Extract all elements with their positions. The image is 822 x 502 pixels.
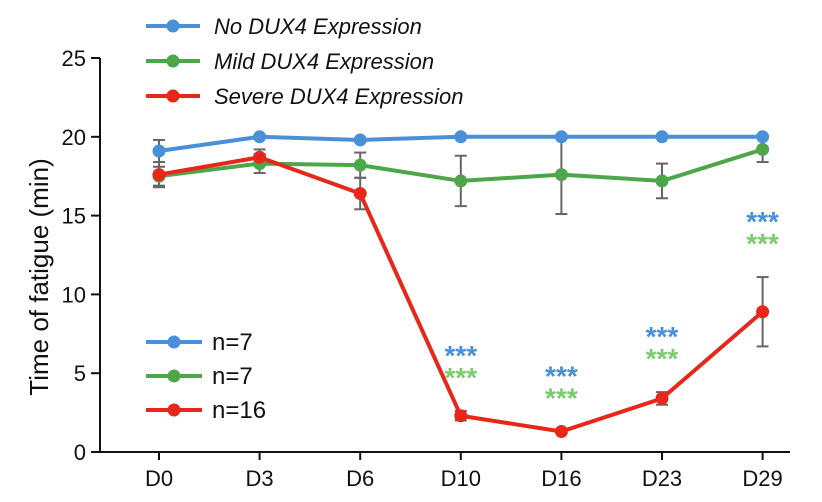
data-point xyxy=(554,425,568,439)
data-point xyxy=(353,133,367,147)
x-tick-label: D0 xyxy=(145,466,173,491)
y-axis-label: Time of fatigue (min) xyxy=(24,158,54,395)
legend-marker xyxy=(166,89,180,103)
y-tick-label: 10 xyxy=(62,282,86,307)
data-point xyxy=(756,305,770,319)
data-point xyxy=(454,130,468,144)
significance-marker: *** xyxy=(746,228,779,259)
axes: 0 5 10 15 20 25 D0 D3 D6 D10 D16 D23 D29 Time of fati… xyxy=(24,46,790,491)
legend-n-label: n=7 xyxy=(212,329,253,356)
legend-label: No DUX4 Expression xyxy=(214,14,422,39)
y-tick-label: 20 xyxy=(62,125,86,150)
data-point xyxy=(655,174,669,188)
significance-marker: *** xyxy=(444,340,477,371)
data-point xyxy=(253,150,267,164)
significance-annotations: ****** ****************** xyxy=(444,206,779,413)
data-point xyxy=(353,187,367,201)
y-tick-label: 0 xyxy=(74,440,86,465)
legend-marker xyxy=(166,54,180,68)
significance-marker: *** xyxy=(646,343,679,374)
data-point xyxy=(554,168,568,182)
legend-n: n=7 n=7 n=16 xyxy=(146,329,266,424)
legend-n-marker xyxy=(167,403,181,417)
data-point xyxy=(454,174,468,188)
significance-marker: *** xyxy=(444,362,477,393)
legend-n-label: n=7 xyxy=(212,363,253,390)
x-tick-label: D16 xyxy=(541,466,581,491)
significance-marker: *** xyxy=(646,321,679,352)
significance-marker: *** xyxy=(545,383,578,414)
series-points xyxy=(152,130,770,439)
legend-n-marker xyxy=(167,335,181,349)
data-point xyxy=(253,130,267,144)
data-point xyxy=(655,391,669,405)
y-tick-label: 25 xyxy=(62,46,86,71)
x-tick-label: D3 xyxy=(246,466,274,491)
data-point xyxy=(756,130,770,144)
data-point xyxy=(756,142,770,156)
legend-n-label: n=16 xyxy=(212,397,266,424)
y-tick-label: 15 xyxy=(62,204,86,229)
data-point xyxy=(152,168,166,182)
x-tick-label: D10 xyxy=(441,466,481,491)
legend-marker xyxy=(166,19,180,33)
legend-top: No DUX4 Expression Mild DUX4 Expression Se… xyxy=(146,14,463,109)
x-tick-label: D23 xyxy=(642,466,682,491)
significance-marker: *** xyxy=(545,361,578,392)
data-point xyxy=(353,158,367,172)
y-tick-label: 5 xyxy=(74,361,86,386)
data-point xyxy=(152,144,166,158)
data-point xyxy=(554,130,568,144)
x-tick-label: D6 xyxy=(346,466,374,491)
data-point xyxy=(655,130,669,144)
significance-marker: *** xyxy=(746,206,779,237)
legend-n-marker xyxy=(167,369,181,383)
x-tick-label: D29 xyxy=(742,466,782,491)
legend-label: Mild DUX4 Expression xyxy=(214,49,434,74)
data-point xyxy=(454,409,468,423)
legend-label: Severe DUX4 Expression xyxy=(214,84,463,109)
